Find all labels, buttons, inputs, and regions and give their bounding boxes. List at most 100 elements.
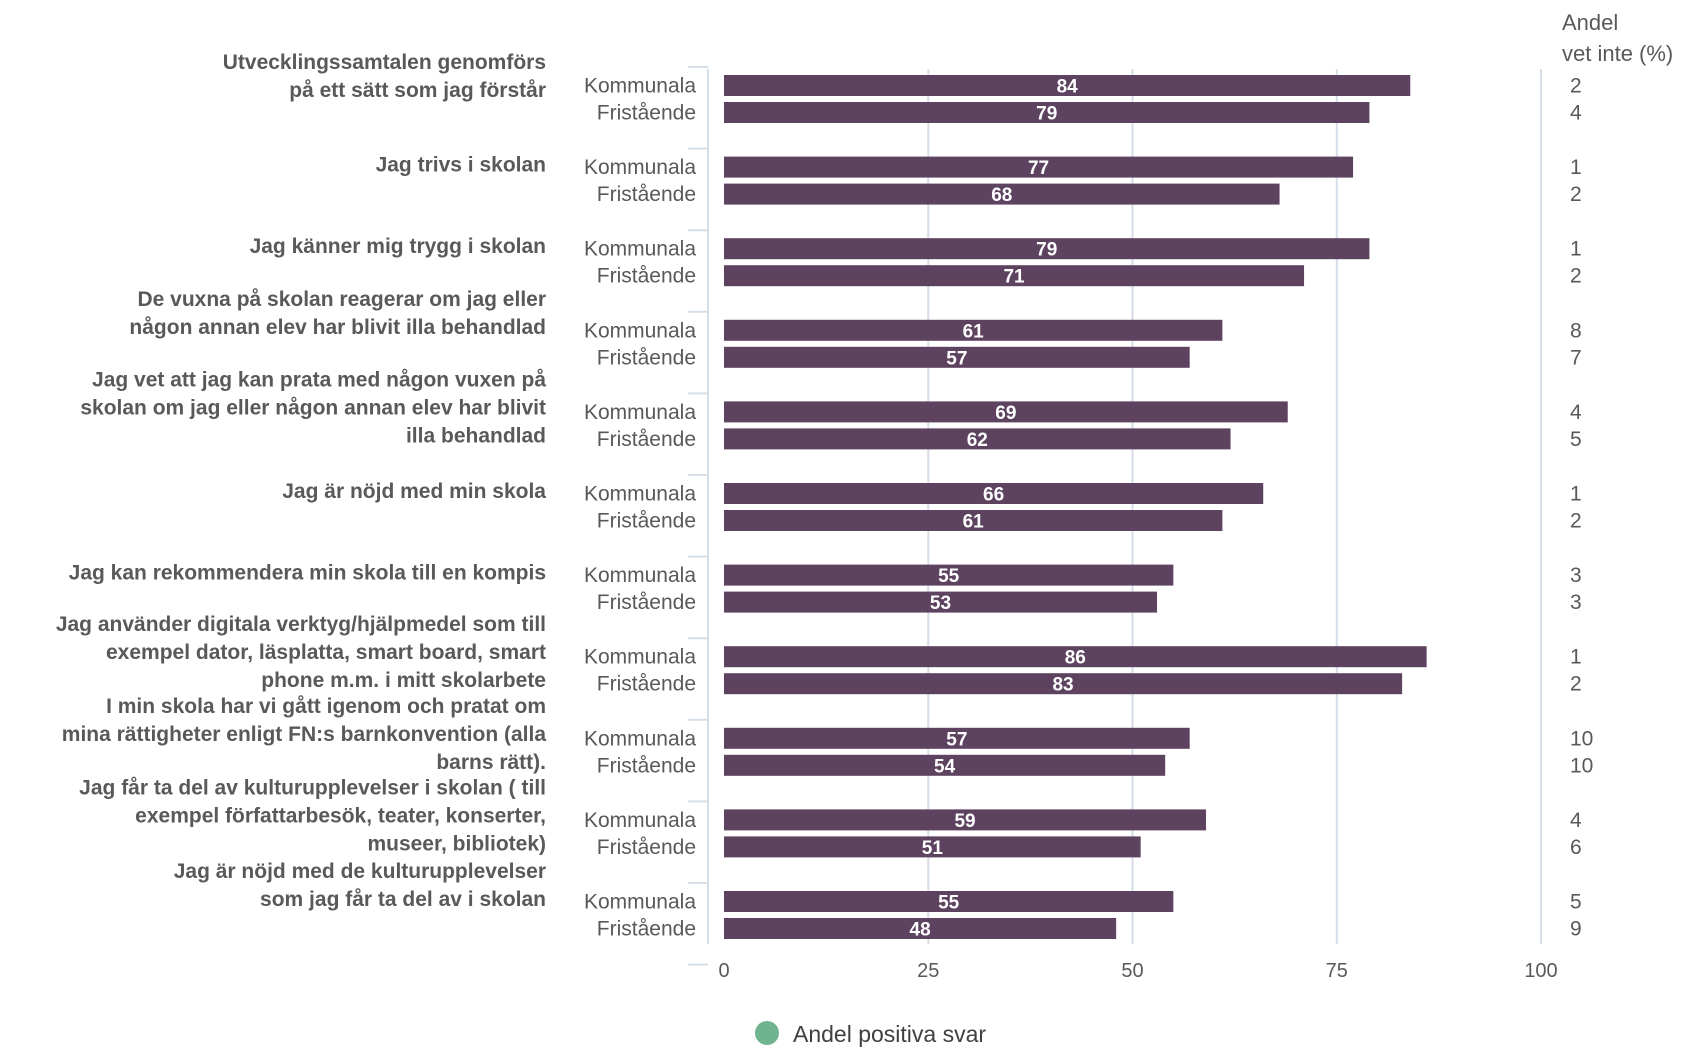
- bar-value-label: 71: [1003, 267, 1025, 288]
- group-label: Fristående: [597, 918, 696, 941]
- group-label: Kommunala: [584, 891, 696, 914]
- bar: [724, 564, 1174, 586]
- group-label: Fristående: [597, 102, 696, 125]
- question-labels: Utvecklingssamtalen genomförs på ett sätt…: [56, 51, 546, 911]
- question-label: I min skola har vi gått igenom och prata…: [106, 695, 546, 718]
- bar-value-label: 77: [1028, 158, 1049, 179]
- bars: 8479776879716157696266615553868357545951…: [724, 75, 1427, 941]
- question-label: Jag är nöjd med min skola: [282, 480, 546, 503]
- question-label: exempel dator, läsplatta, smart board, s…: [106, 641, 546, 664]
- question-label: Jag använder digitala verktyg/hjälpmedel…: [56, 613, 546, 636]
- group-labels: Kommunala Fristående Kommunala Fristående Ko…: [584, 75, 696, 941]
- group-label: Kommunala: [584, 483, 696, 506]
- group-label: Fristående: [597, 428, 696, 451]
- group-label: Fristående: [597, 510, 696, 533]
- bar: [724, 346, 1190, 368]
- bar: [724, 646, 1427, 668]
- bar: [724, 238, 1370, 260]
- vet-inte-column: Andel vet inte (%) 2 4 1 2 1 2 8 7 4 5 1 2 3 3 1 2 10 10 4…: [1562, 10, 1673, 941]
- bar-value-label: 69: [995, 403, 1016, 424]
- grid-lines: [927, 69, 1542, 944]
- bar-value-label: 57: [946, 348, 967, 369]
- bar: [724, 483, 1264, 504]
- group-label: Kommunala: [584, 727, 696, 750]
- vet-inte-value: 6: [1570, 836, 1582, 859]
- vet-inte-value: 10: [1570, 754, 1593, 777]
- vet-inte-value: 2: [1570, 265, 1582, 288]
- group-label: Fristående: [597, 836, 696, 859]
- vet-inte-value: 4: [1570, 809, 1582, 832]
- group-label: Kommunala: [584, 156, 696, 179]
- group-label: Kommunala: [584, 319, 696, 342]
- bar: [724, 156, 1354, 178]
- bar-value-label: 51: [922, 838, 944, 859]
- group-label: Fristående: [597, 265, 696, 288]
- group-label: Fristående: [597, 591, 696, 614]
- vet-inte-value: 2: [1570, 510, 1582, 533]
- bar-value-label: 62: [967, 430, 988, 451]
- bar: [724, 836, 1141, 858]
- bar: [724, 673, 1403, 695]
- bar-value-label: 59: [954, 811, 975, 832]
- group-label: Kommunala: [584, 809, 696, 832]
- x-tick-label: 25: [917, 960, 939, 982]
- bar-value-label: 53: [930, 593, 951, 614]
- bar-value-label: 66: [983, 485, 1004, 506]
- vet-inte-value: 1: [1570, 238, 1582, 261]
- question-label: museer, bibliotek): [367, 832, 546, 855]
- bar-value-label: 55: [938, 566, 960, 587]
- bar-value-label: 55: [938, 893, 960, 914]
- bar: [724, 891, 1174, 912]
- bar: [724, 727, 1190, 749]
- vet-inte-value: 7: [1570, 346, 1582, 369]
- x-tick-label: 75: [1326, 960, 1348, 982]
- bar-value-label: 83: [1052, 675, 1073, 696]
- question-label: som jag får ta del av i skolan: [260, 888, 546, 911]
- question-label: exempel författarbesök, teater, konserte…: [135, 804, 546, 827]
- bar: [724, 265, 1305, 287]
- bar: [724, 428, 1231, 450]
- vet-inte-value: 3: [1570, 591, 1582, 614]
- question-label: skolan om jag eller någon annan elev har…: [80, 396, 546, 419]
- question-label: på ett sätt som jag förstår: [289, 79, 546, 102]
- bar: [724, 918, 1117, 939]
- vet-inte-value: 5: [1570, 891, 1582, 914]
- group-label: Fristående: [597, 346, 696, 369]
- group-label: Kommunala: [584, 238, 696, 261]
- vet-inte-value: 5: [1570, 428, 1582, 451]
- question-label: Jag känner mig trygg i skolan: [250, 235, 546, 258]
- vet-inte-value: 1: [1570, 483, 1582, 506]
- question-label: Utvecklingssamtalen genomförs: [223, 51, 546, 74]
- bar-value-label: 68: [991, 185, 1012, 206]
- question-label: barns rätt).: [436, 751, 546, 774]
- question-label: illa behandlad: [406, 424, 546, 447]
- question-label: phone m.m. i mitt skolarbete: [261, 669, 546, 692]
- question-label: Jag vet att jag kan prata med någon vuxe…: [92, 368, 546, 391]
- legend-label: Andel positiva svar: [793, 1021, 986, 1047]
- bar: [724, 809, 1207, 831]
- x-axis-ticks: 0 25 50 75 100: [718, 960, 1557, 982]
- vet-inte-value: 1: [1570, 156, 1582, 179]
- bar-value-label: 79: [1036, 240, 1057, 261]
- vet-inte-value: 4: [1570, 102, 1582, 125]
- group-label: Kommunala: [584, 401, 696, 424]
- bar-value-label: 79: [1036, 104, 1057, 125]
- group-label: Fristående: [597, 673, 696, 696]
- vet-inte-value: 9: [1570, 918, 1582, 941]
- bar-value-label: 48: [910, 920, 931, 941]
- x-tick-label: 0: [718, 960, 729, 982]
- group-label: Kommunala: [584, 75, 696, 98]
- question-label: Jag kan rekommendera min skola till en k…: [69, 562, 546, 585]
- group-label: Kommunala: [584, 646, 696, 669]
- bar: [724, 754, 1166, 776]
- bar: [724, 102, 1370, 123]
- question-label: De vuxna på skolan reagerar om jag eller: [137, 288, 546, 311]
- bar: [724, 75, 1411, 96]
- vet-inte-header: Andel: [1562, 10, 1618, 35]
- category-axis: [688, 66, 709, 966]
- group-label: Fristående: [597, 754, 696, 777]
- bar: [724, 183, 1280, 205]
- bar-value-label: 61: [963, 512, 985, 533]
- x-tick-label: 50: [1121, 960, 1143, 982]
- group-label: Kommunala: [584, 564, 696, 587]
